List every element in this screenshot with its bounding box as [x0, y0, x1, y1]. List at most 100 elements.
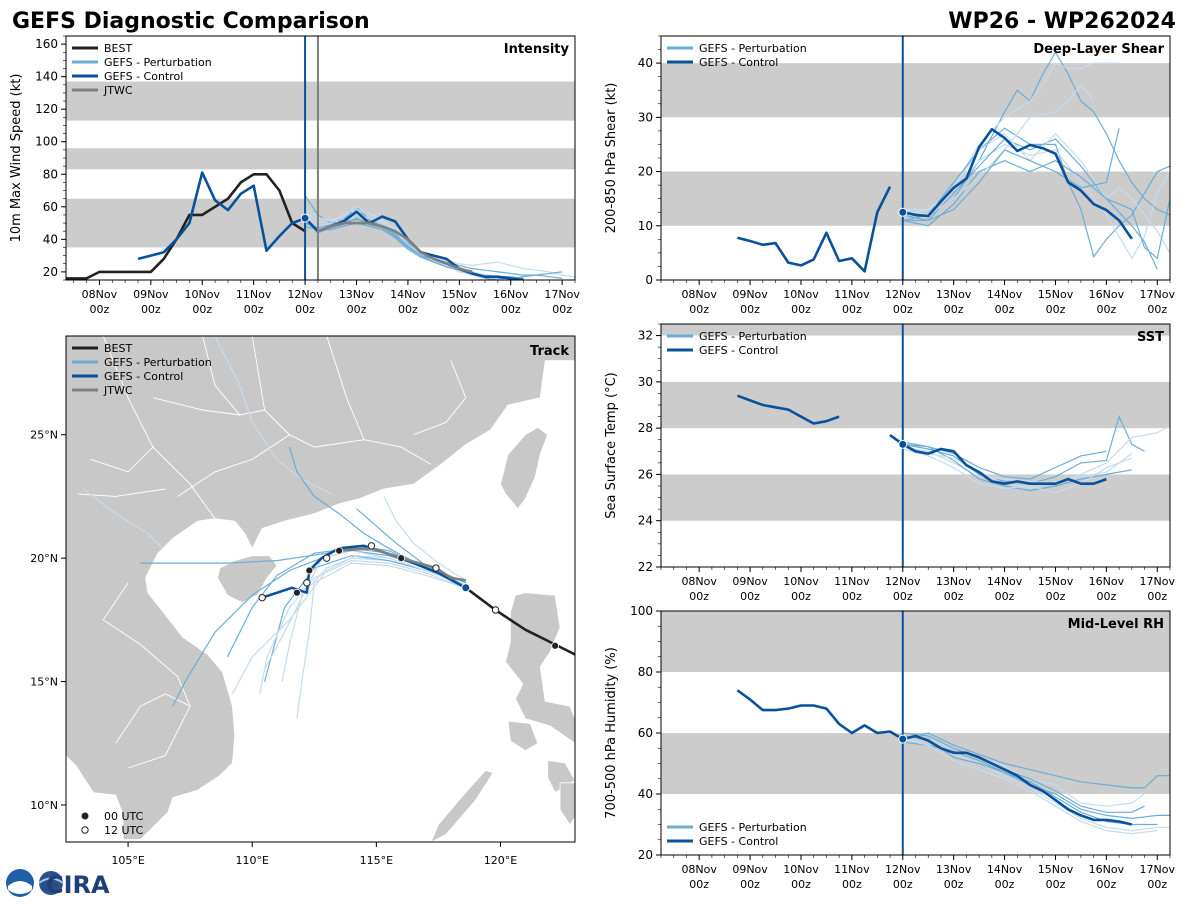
sst-perturbation-line	[902, 414, 1145, 485]
rh-xtick-sublabel: 00z	[740, 878, 760, 891]
shear-xtick-label: 09Nov	[732, 288, 768, 301]
intensity-series-jtwc-2	[317, 221, 473, 274]
track-ytick-label: 25°N	[30, 429, 58, 442]
shear-band-1	[661, 63, 1170, 118]
legend-label-3: JTWC	[103, 84, 133, 97]
sst-xtick-label: 14Nov	[987, 575, 1023, 588]
sst-ytick-label: 22	[638, 560, 653, 574]
map-border-line	[202, 336, 265, 416]
shear-xtick-sublabel: 00z	[842, 303, 862, 316]
rh-init-point	[898, 734, 908, 744]
legend-label-1: GEFS - Control	[699, 835, 778, 848]
shear-series-gefs-control-1	[902, 128, 1133, 240]
shear-ytick-label: 40	[638, 56, 653, 70]
shear-xtick-sublabel: 00z	[791, 303, 811, 316]
rh-ytick-label: 100	[630, 604, 653, 618]
intensity-xtick-sublabel: 00z	[90, 303, 110, 316]
shear-perturbation-line	[902, 127, 1170, 259]
track-marker-12utc	[303, 579, 311, 587]
sst-band-0	[661, 474, 1170, 521]
intensity-xtick-sublabel: 00z	[244, 303, 264, 316]
intensity-panel: 20 40 60 80 100 120 140 160 08Nov 00z 09Nov 00z 10No…	[9, 35, 580, 316]
track-frame	[65, 335, 576, 843]
rh-xtick-sublabel: 00z	[791, 878, 811, 891]
shear-xtick-label: 12Nov	[885, 288, 921, 301]
map-river-line	[83, 488, 164, 549]
intensity-xtick-label: 12Nov	[287, 288, 323, 301]
sst-perturbation-line	[902, 446, 1133, 489]
rh-xtick-label: 14Nov	[987, 863, 1023, 876]
intensity-xtick-label: 09Nov	[133, 288, 169, 301]
sst-perturbation-line	[902, 441, 1132, 492]
shear-xtick-label: 17Nov	[1140, 288, 1176, 301]
intensity-xtick-label: 10Nov	[185, 288, 221, 301]
track-series-jtwc	[339, 546, 467, 582]
intensity-xtick-sublabel: 00z	[449, 303, 469, 316]
sst-xtick-sublabel: 00z	[689, 590, 709, 603]
sst-ylabel: Sea Surface Temp (°C)	[604, 372, 619, 519]
intensity-ytick-label: 40	[43, 232, 58, 246]
intensity-ytick-label: 140	[35, 70, 58, 84]
intensity-ytick-label: 20	[43, 265, 58, 279]
rh-xtick-label: 08Nov	[681, 863, 717, 876]
shear-xtick-label: 15Nov	[1038, 288, 1074, 301]
rh-ylabel: 700-500 hPa Humidity (%)	[604, 647, 619, 819]
legend-label-2: GEFS - Control	[104, 370, 183, 383]
rh-xtick-label: 17Nov	[1140, 863, 1176, 876]
legend-label-0: GEFS - Perturbation	[699, 42, 807, 55]
legend-label-1: GEFS - Perturbation	[104, 56, 212, 69]
shear-ytick-label: 30	[638, 110, 653, 124]
shear-series-gefs-control-0	[737, 186, 892, 273]
map-border-line	[413, 360, 467, 436]
track-ytick-label: 15°N	[30, 676, 58, 689]
intensity-ytick-label: 60	[43, 200, 58, 214]
sst-ytick-label: 30	[638, 375, 653, 389]
intensity-xtick-label: 11Nov	[236, 288, 272, 301]
intensity-ylabel: 10m Max Wind Speed (kt)	[9, 74, 24, 243]
shear-perturbation-line	[902, 160, 1170, 260]
rh-ytick-label: 60	[638, 726, 653, 740]
sst-xtick-sublabel: 00z	[995, 590, 1015, 603]
shear-xtick-sublabel: 00z	[1096, 303, 1116, 316]
sst-xtick-label: 09Nov	[732, 575, 768, 588]
rh-xtick-sublabel: 00z	[944, 878, 964, 891]
land-luzon	[505, 592, 575, 744]
shear-plot-area	[737, 51, 1170, 273]
sst-init-point	[898, 439, 908, 449]
shear-xtick-sublabel: 00z	[740, 303, 760, 316]
track-marker-00utc	[335, 546, 344, 555]
track-ytick-label: 20°N	[30, 552, 58, 565]
shear-xtick-label: 11Nov	[834, 288, 870, 301]
intensity-xtick-sublabel: 00z	[295, 303, 315, 316]
map-border-line	[326, 336, 365, 440]
intensity-xtick-sublabel: 00z	[552, 303, 572, 316]
intensity-series-best-0	[66, 173, 306, 280]
legend-label-0: BEST	[104, 342, 132, 355]
shear-ytick-label: 20	[638, 165, 653, 179]
sst-xtick-sublabel: 00z	[944, 590, 964, 603]
sst-xtick-sublabel: 00z	[893, 590, 913, 603]
track-marker-12utc	[367, 542, 376, 550]
rh-perturbation-line	[902, 732, 1145, 813]
sst-band-2	[661, 324, 1170, 336]
legend-label-1: GEFS - Control	[699, 344, 778, 357]
sst-xtick-sublabel: 00z	[842, 590, 862, 603]
shear-xtick-sublabel: 00z	[1046, 303, 1066, 316]
sst-xtick-label: 08Nov	[681, 575, 717, 588]
intensity-band-2	[66, 81, 575, 121]
rh-perturbation-line	[902, 738, 1158, 835]
marker-legend-00utc-label: 00 UTC	[104, 810, 144, 823]
land-mainland-asia	[66, 336, 575, 840]
intensity-ytick-label: 80	[43, 167, 58, 181]
cira-logo-arc	[38, 877, 64, 884]
intensity-perturbation-line	[304, 222, 563, 279]
rh-xtick-label: 09Nov	[732, 863, 768, 876]
sst-panel: 22 24 26 28 30 32 08Nov 00z 09Nov 00z 10Nov 00z 11No…	[604, 323, 1175, 603]
track-marker-12utc	[323, 554, 331, 562]
rh-plot-area	[736, 689, 1170, 835]
rh-xtick-sublabel: 00z	[995, 878, 1015, 891]
intensity-ytick-label: 100	[35, 135, 58, 149]
rh-series-gefs-control-0	[736, 689, 1133, 826]
sst-xtick-label: 12Nov	[885, 575, 921, 588]
rh-xtick-sublabel: 00z	[842, 878, 862, 891]
